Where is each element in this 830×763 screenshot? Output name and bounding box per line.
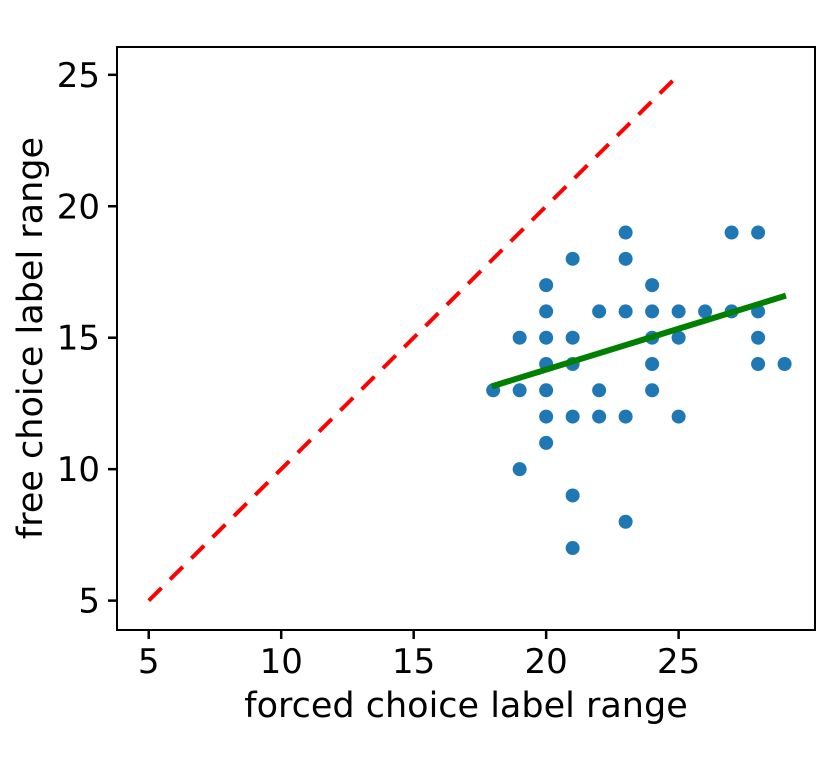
scatter-point bbox=[645, 278, 660, 293]
y-tick-label: 5 bbox=[78, 582, 100, 622]
scatter-point bbox=[645, 357, 660, 372]
x-tick-label: 20 bbox=[525, 642, 568, 682]
scatter-point bbox=[539, 304, 554, 319]
x-tick-label: 5 bbox=[138, 642, 160, 682]
identity-line bbox=[147, 73, 681, 603]
scatter-point bbox=[539, 435, 554, 450]
scatter-point bbox=[698, 304, 713, 319]
scatter-point bbox=[645, 304, 660, 319]
scatter-point bbox=[512, 462, 527, 477]
scatter-point bbox=[618, 225, 633, 240]
scatter-point bbox=[645, 383, 660, 398]
scatter-point bbox=[592, 304, 607, 319]
scatter-point bbox=[618, 514, 633, 529]
scatter-point bbox=[565, 488, 580, 503]
scatter-point bbox=[671, 330, 686, 345]
scatter-point bbox=[539, 409, 554, 424]
y-tick-label: 25 bbox=[57, 56, 100, 96]
scatter-point bbox=[751, 225, 766, 240]
scatter-point bbox=[592, 409, 607, 424]
scatter-point bbox=[565, 541, 580, 556]
y-tick-label: 20 bbox=[57, 187, 100, 227]
x-tick-label: 25 bbox=[657, 642, 700, 682]
scatter-point bbox=[565, 330, 580, 345]
scatter-point bbox=[618, 251, 633, 266]
scatter-point bbox=[565, 251, 580, 266]
scatter-point bbox=[751, 330, 766, 345]
scatter-point bbox=[539, 330, 554, 345]
y-axis-label: free choice label range bbox=[11, 137, 51, 539]
y-tick-label: 10 bbox=[57, 450, 100, 490]
scatter-point bbox=[751, 357, 766, 372]
trend-line bbox=[490, 292, 787, 390]
scatter-point bbox=[618, 304, 633, 319]
scatter-point bbox=[539, 278, 554, 293]
x-tick-label: 15 bbox=[392, 642, 435, 682]
scatter-point bbox=[512, 330, 527, 345]
scatter-point bbox=[592, 383, 607, 398]
y-tick-label: 15 bbox=[57, 319, 100, 359]
scatter-point bbox=[671, 409, 686, 424]
plot-frame bbox=[116, 46, 816, 631]
scatter-point bbox=[539, 383, 554, 398]
scatter-point bbox=[565, 409, 580, 424]
x-axis-label: forced choice label range bbox=[244, 686, 687, 726]
scatter-point bbox=[777, 357, 792, 372]
scatter-point bbox=[671, 304, 686, 319]
scatter-point bbox=[724, 225, 739, 240]
scatter-point bbox=[618, 409, 633, 424]
x-tick-label: 10 bbox=[260, 642, 303, 682]
scatter-point bbox=[512, 383, 527, 398]
